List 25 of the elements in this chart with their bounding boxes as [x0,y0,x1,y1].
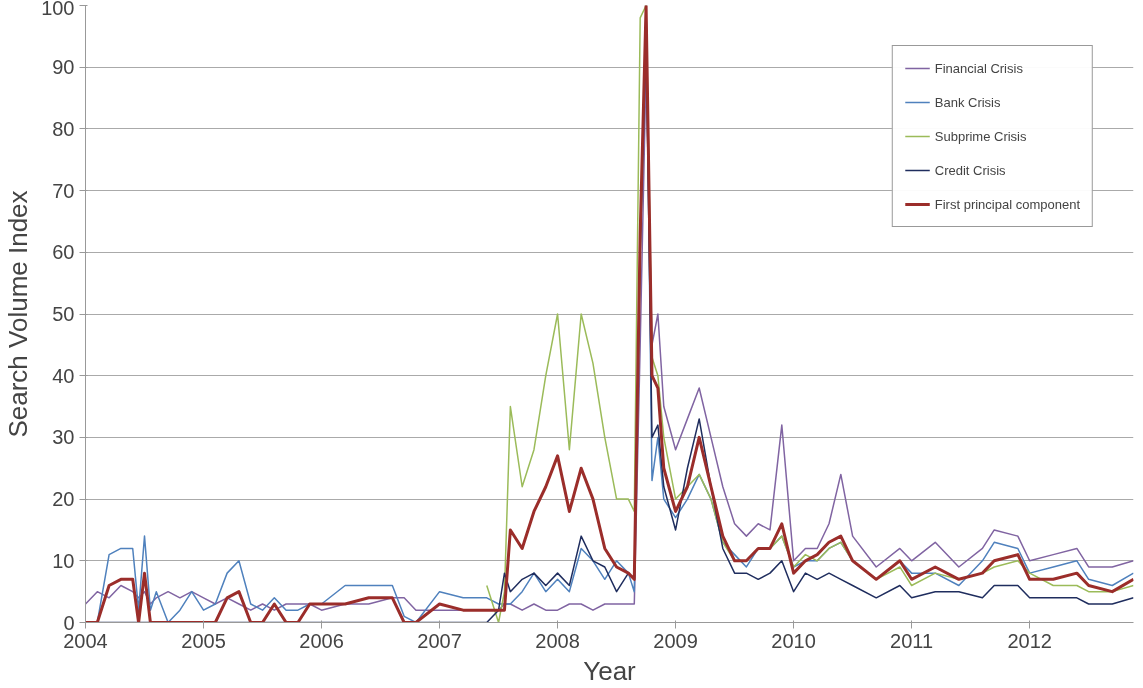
x-tick-label: 2012 [1007,629,1052,652]
y-tick-label: 60 [52,241,75,264]
legend-label: First principal component [934,196,1080,212]
y-axis-title: Search Volume Index [3,190,34,438]
legend-label: Financial Crisis [934,60,1023,76]
x-axis-title: Year [583,655,637,686]
y-tick-label: 70 [52,179,75,202]
x-tick-label: 2009 [653,629,698,652]
y-tick-label: 20 [52,488,75,511]
x-tick-label: 2006 [299,629,344,652]
y-tick-label: 10 [52,549,75,572]
legend-label: Subprime Crisis [934,128,1027,144]
x-tick-label: 2008 [535,629,580,652]
x-tick-label: 2005 [181,629,226,652]
x-tick-label: 2010 [771,629,816,652]
legend-label: Credit Crisis [934,162,1006,178]
y-tick-label: 30 [52,426,75,449]
y-tick-label: 90 [52,56,75,79]
y-tick-label: 80 [52,117,75,140]
x-tick-label: 2007 [417,629,462,652]
y-tick-label: 50 [52,303,75,325]
y-tick-label: 100 [41,0,75,19]
x-tick-label: 2011 [890,629,934,652]
y-tick-label: 40 [52,364,75,387]
legend-label: Bank Crisis [934,94,1001,110]
